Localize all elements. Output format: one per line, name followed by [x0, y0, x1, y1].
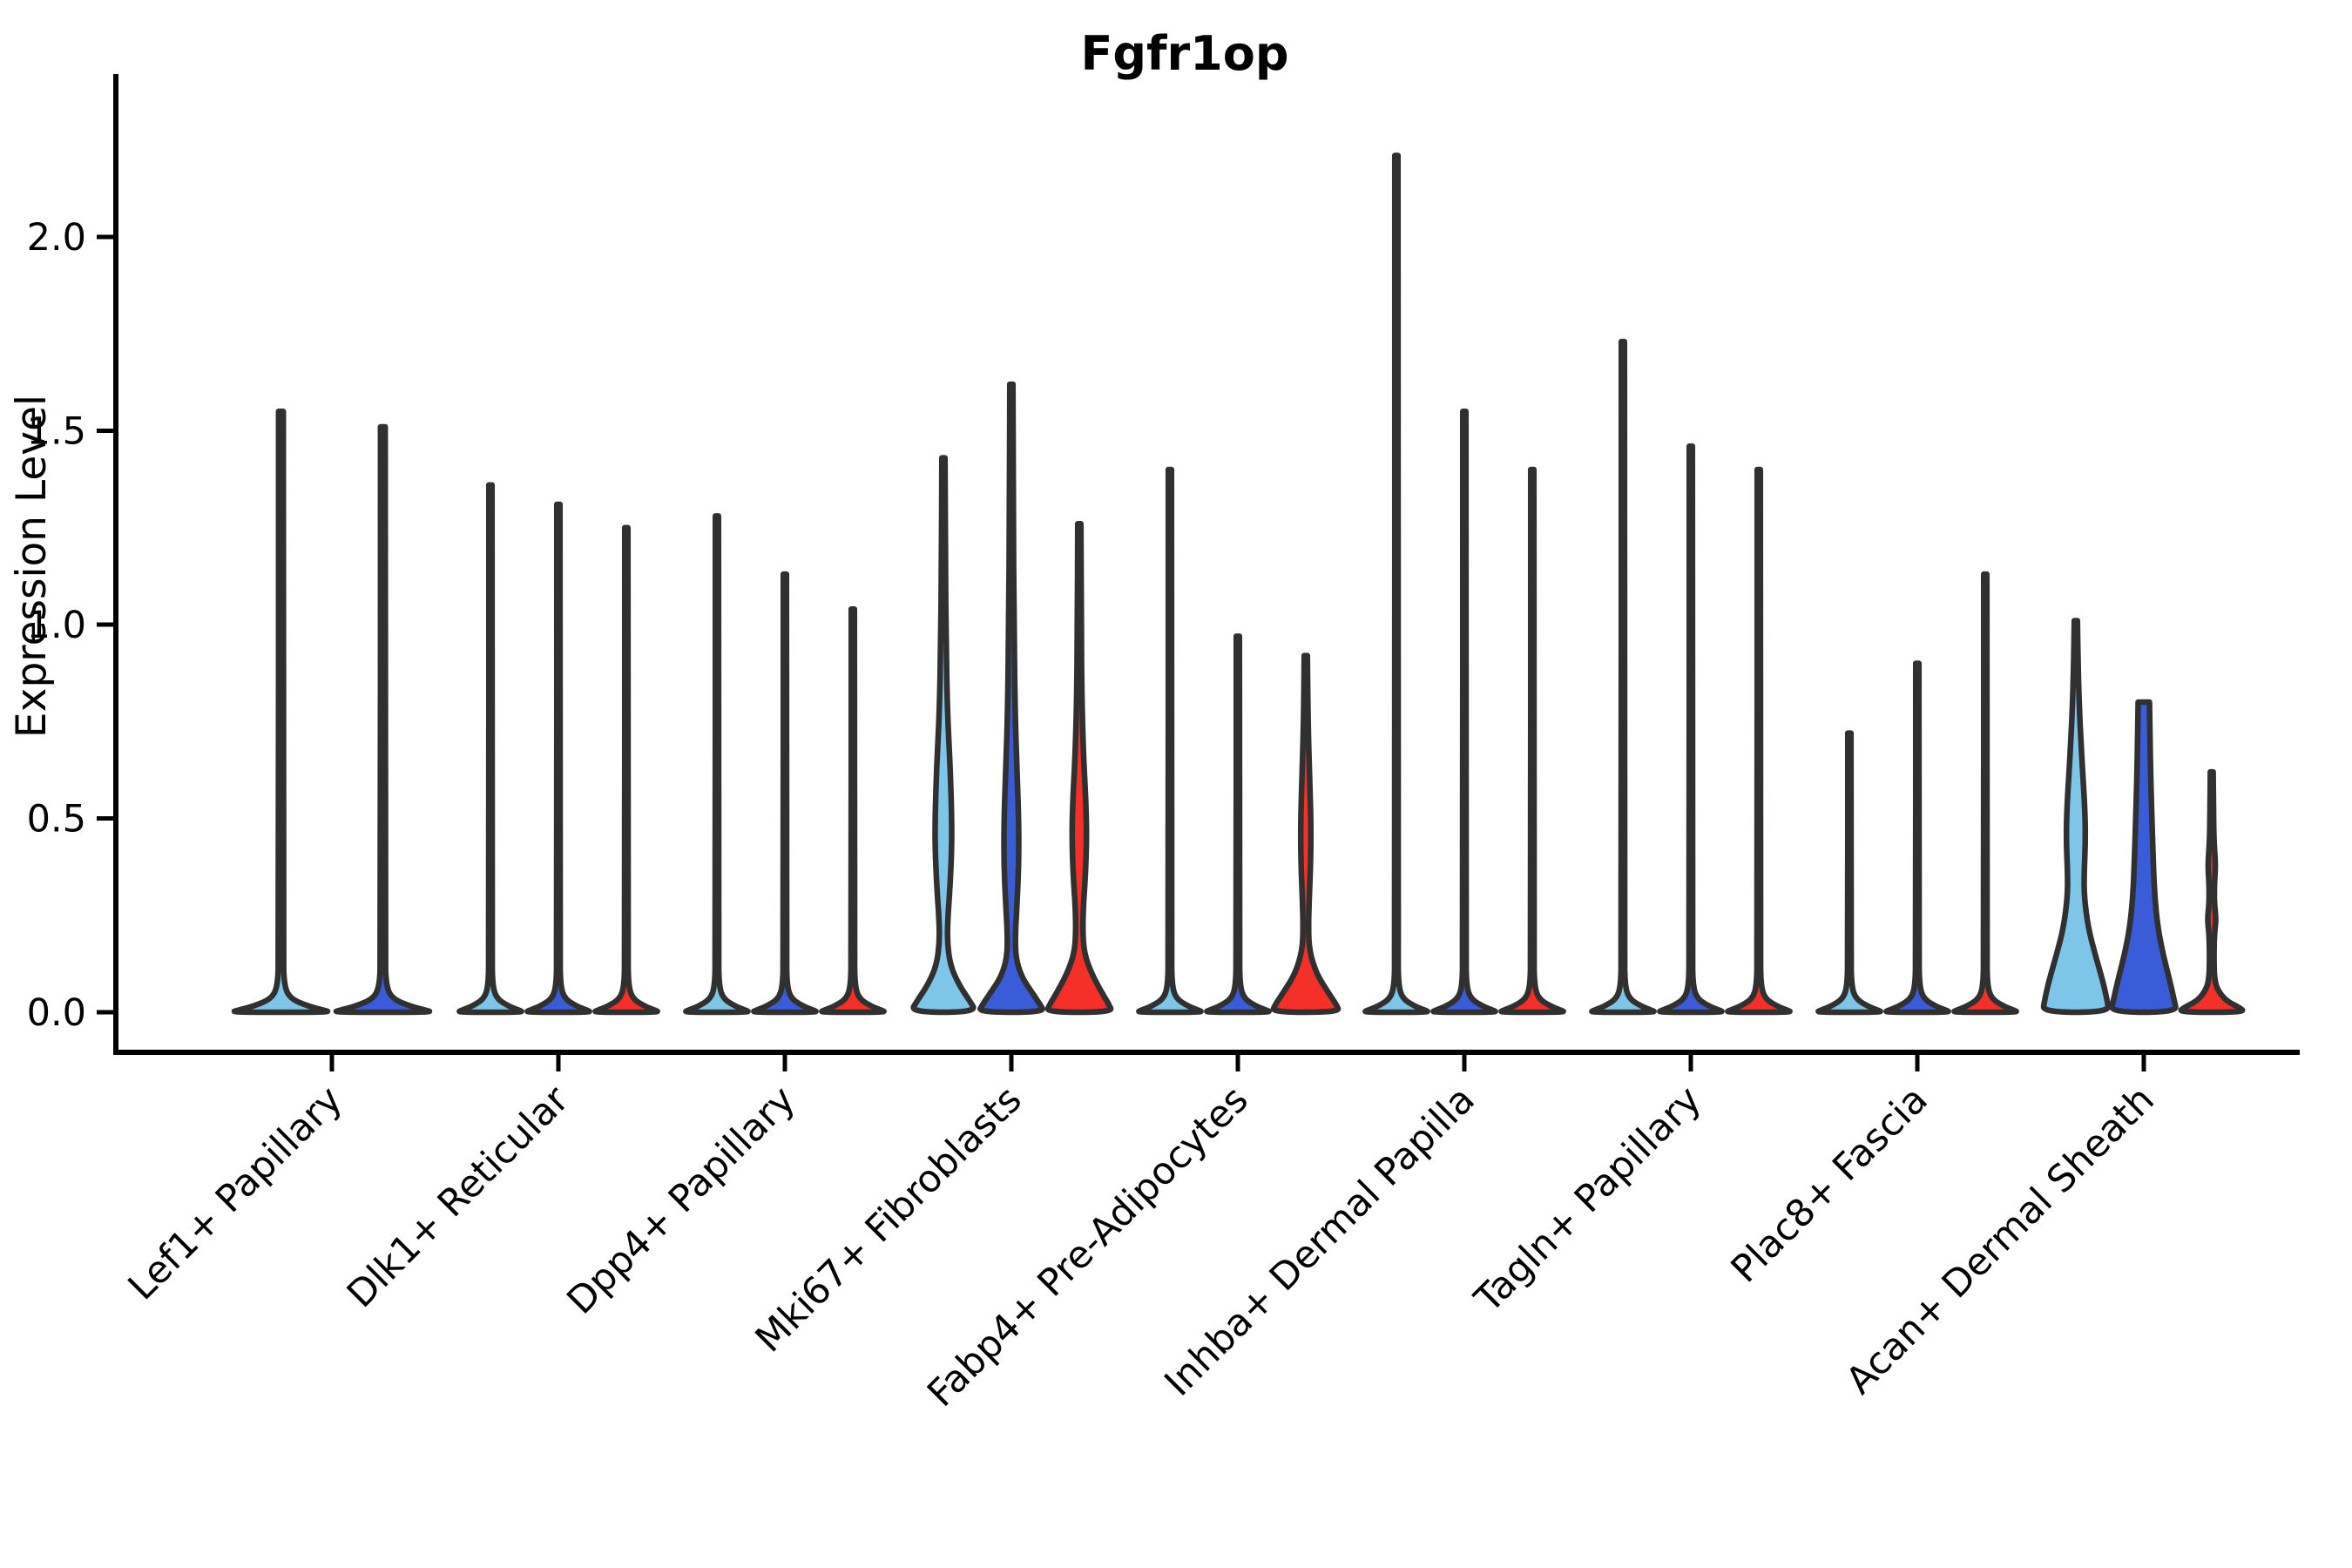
- violin-fabp4-pre-adipocytes-red: [1270, 652, 1342, 1016]
- violin-tagln-papillary-red: [1725, 466, 1793, 1016]
- violin-dlk1-reticular-red: [592, 524, 660, 1016]
- y-tick-label: 1.5: [27, 410, 86, 454]
- violin-fabp4-pre-adipocytes-light_blue: [1136, 466, 1204, 1016]
- y-axis-label: Expression Level: [8, 395, 56, 738]
- violin-plac8-fascia-dark_blue: [1883, 660, 1951, 1016]
- violin-acan-dermal-sheath-dark_blue: [2109, 699, 2179, 1016]
- x-tick-label: Lef1+ Papillary: [120, 1078, 351, 1308]
- y-tick-label: 0.0: [27, 991, 86, 1035]
- violin-mki67-fibroblasts-dark_blue: [977, 381, 1045, 1016]
- violin-inhba-dermal-papilla-light_blue: [1362, 152, 1430, 1016]
- violin-lef1-papillary-light_blue: [232, 409, 330, 1016]
- x-tick-label: Plac8+ Fascia: [1723, 1078, 1936, 1291]
- y-tick-label: 2.0: [27, 216, 86, 260]
- chart-title: Fgfr1op: [1081, 26, 1289, 81]
- y-tick-label: 0.5: [27, 798, 86, 841]
- violin-dlk1-reticular-dark_blue: [524, 501, 592, 1016]
- violin-inhba-dermal-papilla-dark_blue: [1430, 409, 1498, 1016]
- y-tick-label: 1.0: [27, 604, 86, 647]
- violin-dpp4-papillary-dark_blue: [751, 571, 819, 1016]
- violin-acan-dermal-sheath-red: [2178, 768, 2246, 1016]
- violin-lef1-papillary-dark_blue: [334, 423, 432, 1016]
- x-tick-label: Dlk1+ Reticular: [339, 1078, 578, 1316]
- violin-plac8-fascia-red: [1951, 571, 2019, 1016]
- x-tick-label: Dpp4+ Papillary: [559, 1078, 804, 1322]
- violin-mki67-fibroblasts-light_blue: [910, 455, 977, 1016]
- violin-dpp4-papillary-red: [819, 605, 887, 1016]
- x-tick-label: Tagln+ Papillary: [1466, 1078, 1710, 1321]
- violin-mki67-fibroblasts-red: [1044, 521, 1114, 1016]
- violins-layer: [232, 152, 2246, 1016]
- violin-fabp4-pre-adipocytes-dark_blue: [1204, 633, 1272, 1016]
- violin-tagln-papillary-light_blue: [1589, 338, 1657, 1016]
- violin-inhba-dermal-papilla-red: [1498, 466, 1566, 1016]
- violin-plac8-fascia-light_blue: [1815, 730, 1883, 1016]
- violin-dlk1-reticular-light_blue: [456, 482, 524, 1016]
- violin-dpp4-papillary-light_blue: [683, 513, 751, 1016]
- violin-acan-dermal-sheath-light_blue: [2040, 618, 2112, 1016]
- violin-tagln-papillary-dark_blue: [1657, 443, 1725, 1016]
